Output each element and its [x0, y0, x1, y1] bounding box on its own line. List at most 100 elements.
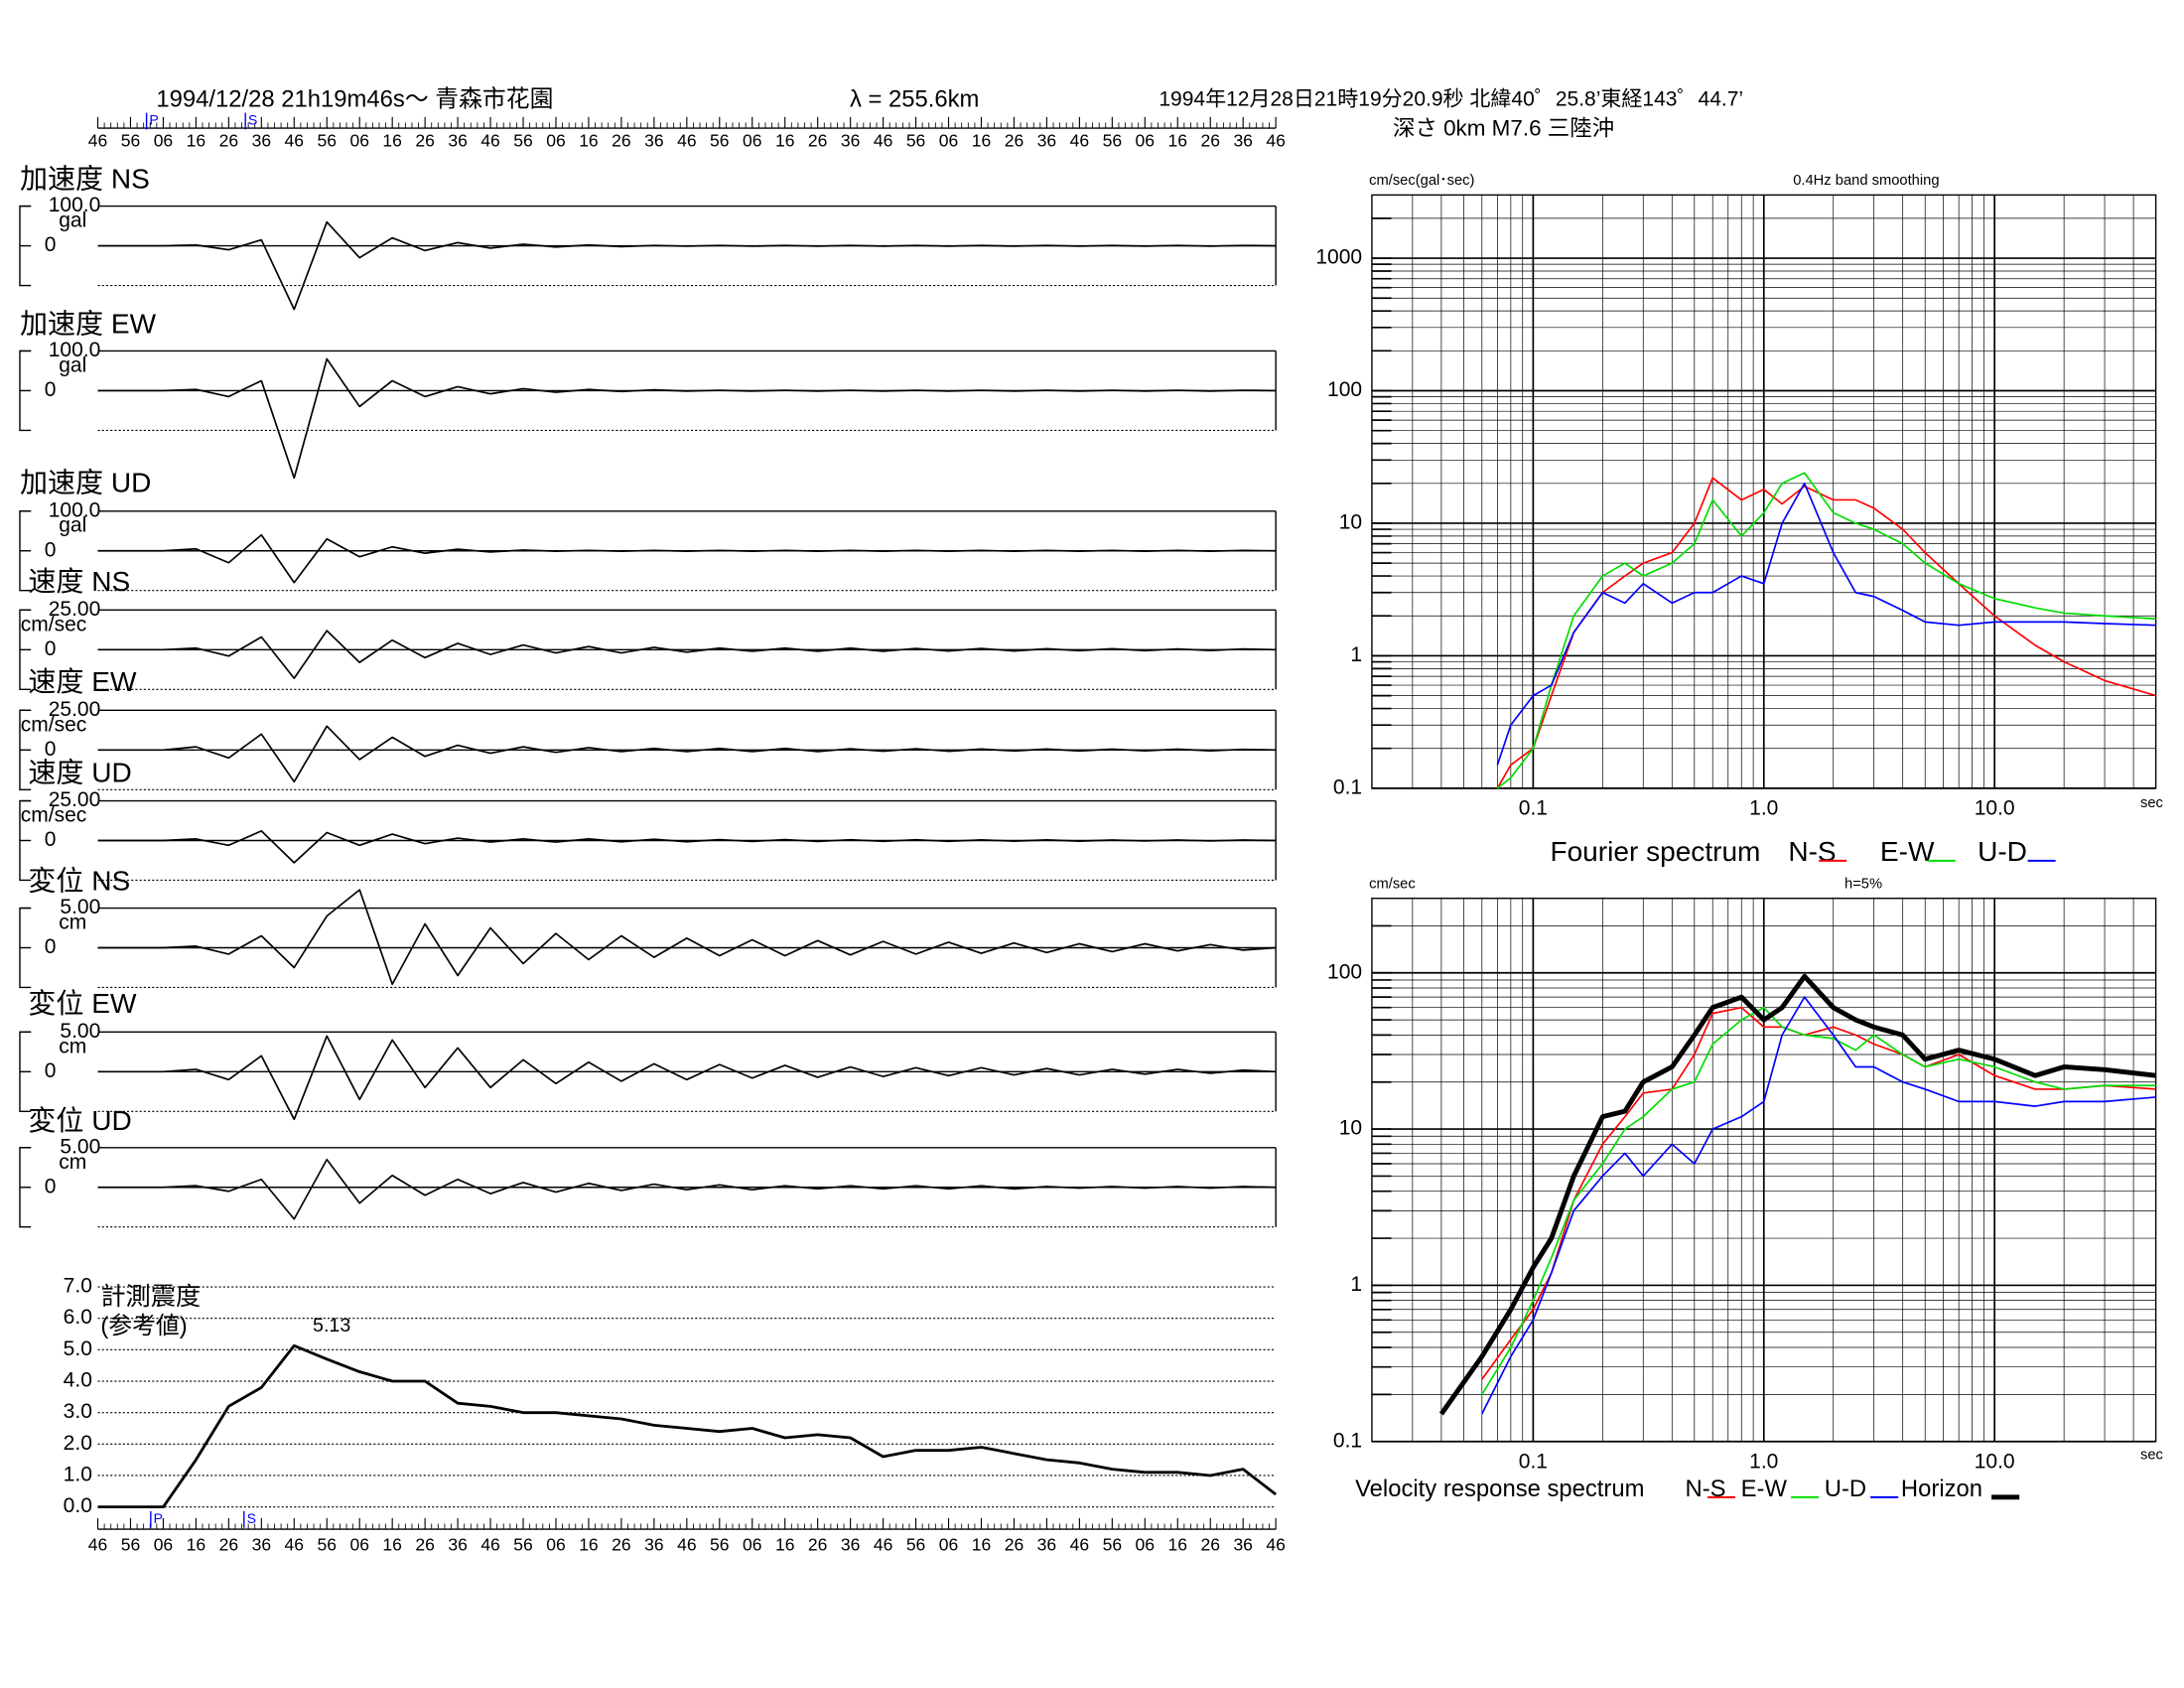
panel-title: 加速度 NS: [20, 164, 150, 195]
panel-title: 変位 NS: [28, 866, 130, 897]
time-tick-label: 26: [1005, 1535, 1024, 1555]
time-tick-label: 46: [874, 131, 892, 151]
y-tick-label: 100: [1327, 960, 1362, 983]
time-tick-label: 06: [1136, 1535, 1155, 1555]
y-tick-label: 3.0: [64, 1400, 92, 1423]
time-tick-label: 16: [187, 1535, 205, 1555]
phase-marker: P: [154, 1510, 163, 1526]
chart-title: 計測震度: [100, 1283, 201, 1311]
y-tick-label: 5.00: [60, 896, 100, 918]
time-tick-label: 26: [1200, 131, 1219, 151]
time-tick-label: 36: [644, 131, 663, 151]
time-tick-label: 16: [775, 1535, 794, 1555]
time-tick-label: 06: [349, 131, 368, 151]
time-tick-label: 36: [841, 131, 860, 151]
x-tick-label: 0.1: [1519, 1450, 1548, 1473]
time-tick-label: 46: [677, 1535, 696, 1555]
phase-marker: P: [149, 112, 158, 128]
intensity-line: [97, 1343, 1278, 1509]
time-tick-label: 16: [579, 131, 598, 151]
time-tick-label: 46: [874, 1535, 892, 1555]
panel-unit: cm/sec: [21, 713, 87, 736]
y-tick-label: 2.0: [64, 1432, 92, 1455]
time-tick-label: 36: [1233, 1535, 1252, 1555]
time-tick-label: 26: [219, 131, 238, 151]
y-tick-label: 4.0: [64, 1369, 92, 1392]
time-tick-label: 36: [841, 1535, 860, 1555]
chart-subtitle: 0.4Hz band smoothing: [1793, 173, 1939, 189]
spectrum-line: [1496, 482, 2156, 766]
time-tick-label: 36: [252, 131, 271, 151]
time-tick-label: 26: [219, 1535, 238, 1555]
waveform: [97, 357, 1277, 480]
legend-label: U-D: [1978, 836, 2027, 867]
time-tick-label: 16: [972, 131, 991, 151]
y-tick-label: 25.00: [49, 698, 101, 721]
y-tick-label: 10: [1339, 511, 1362, 534]
y-tick-label: 100: [1327, 378, 1362, 401]
panel-unit: gal: [59, 514, 86, 537]
panel-title: 加速度 EW: [20, 309, 157, 340]
time-tick-label: 16: [382, 1535, 401, 1555]
time-tick-label: 36: [644, 1535, 663, 1555]
spectrum-line: [1481, 1006, 2156, 1395]
y-tick-label: 0: [45, 637, 57, 660]
time-tick-label: 16: [972, 1535, 991, 1555]
time-tick-label: 06: [743, 1535, 761, 1555]
time-tick-label: 46: [677, 131, 696, 151]
y-tick-label: 0: [45, 233, 57, 256]
time-tick-label: 06: [939, 131, 958, 151]
header-title: 1994/12/28 21h19m46s〜 青森市花園: [156, 85, 553, 112]
x-axis-label: sec: [2140, 795, 2163, 811]
waveform: [97, 220, 1277, 311]
time-tick-label: 46: [480, 131, 499, 151]
x-tick-label: 10.0: [1975, 1450, 2015, 1473]
time-tick-label: 16: [775, 131, 794, 151]
legend-label: N-S: [1788, 836, 1836, 867]
waveform: [97, 830, 1277, 864]
x-tick-label: 0.1: [1519, 796, 1548, 819]
panel-unit: gal: [59, 353, 86, 376]
time-tick-label: 26: [612, 1535, 630, 1555]
y-tick-label: 1: [1350, 1273, 1362, 1296]
x-tick-label: 10.0: [1975, 796, 2015, 819]
spectrum-line: [1481, 996, 2156, 1415]
time-tick-label: 26: [415, 1535, 434, 1555]
header-depth: 深さ 0km M7.6 三陸沖: [1393, 115, 1614, 140]
panel-title: 速度 EW: [28, 666, 137, 697]
panel-unit: cm: [59, 1035, 86, 1057]
y-tick-label: 1: [1350, 643, 1362, 666]
time-tick-label: 46: [1070, 131, 1089, 151]
y-tick-label: 5.00: [60, 1020, 100, 1043]
time-tick-label: 56: [513, 1535, 532, 1555]
legend-label: E-W: [1741, 1476, 1788, 1502]
time-tick-label: 06: [154, 131, 173, 151]
time-tick-label: 36: [252, 1535, 271, 1555]
panel-title: 速度 UD: [28, 757, 131, 787]
time-tick-label: 36: [1037, 1535, 1056, 1555]
x-tick-label: 1.0: [1749, 796, 1778, 819]
legend-label: E-W: [1880, 836, 1935, 867]
y-tick-label: 1.0: [64, 1464, 92, 1486]
waveform: [97, 533, 1277, 584]
time-tick-label: 16: [187, 131, 205, 151]
spectrum-line: [1438, 973, 2156, 1416]
spectrum-line: [1496, 477, 2156, 789]
header-lambda: λ = 255.6km: [850, 85, 979, 112]
time-tick-label: 46: [285, 131, 304, 151]
y-tick-label: 25.00: [49, 598, 101, 621]
time-tick-label: 26: [1200, 1535, 1219, 1555]
chart-subtitle: h=5%: [1844, 877, 1882, 893]
time-tick-label: 16: [1168, 131, 1187, 151]
x-tick-label: 1.0: [1749, 1450, 1778, 1473]
time-tick-label: 56: [710, 131, 729, 151]
time-tick-label: 46: [88, 1535, 107, 1555]
time-tick-label: 16: [1168, 1535, 1187, 1555]
y-tick-label: 100.0: [49, 498, 101, 521]
legend-label: N-S: [1686, 1476, 1726, 1502]
panel-title: 速度 NS: [28, 566, 130, 597]
y-tick-label: 5.0: [64, 1337, 92, 1360]
waveform: [97, 889, 1277, 986]
time-tick-label: 46: [88, 131, 107, 151]
